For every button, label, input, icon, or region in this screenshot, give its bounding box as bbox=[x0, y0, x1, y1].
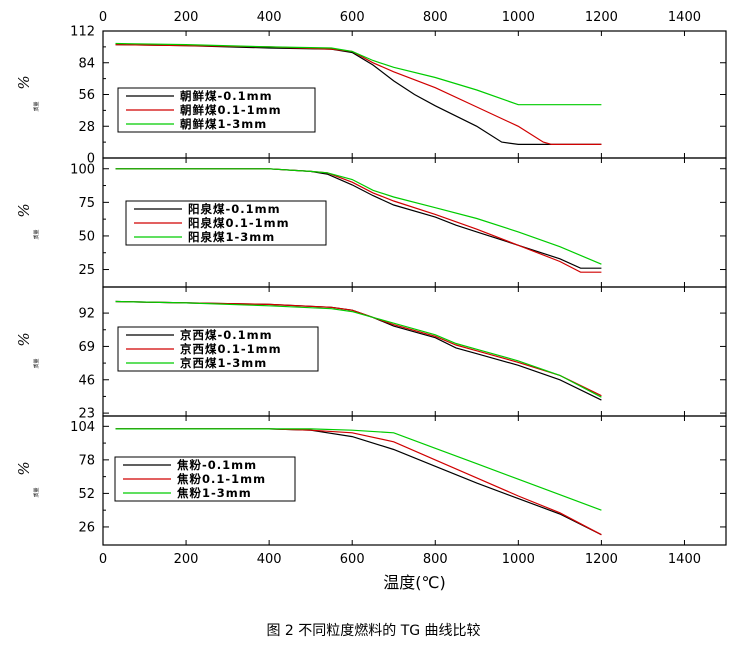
y-axis-sublabel: 质量 bbox=[33, 487, 40, 497]
legend-label: 阳泉煤-0.1mm bbox=[188, 202, 281, 216]
series-line-1-3 bbox=[115, 42, 602, 106]
x-tick-label-top: 600 bbox=[340, 10, 365, 25]
y-tick-label: 23 bbox=[78, 407, 95, 422]
x-tick-label-top: 200 bbox=[174, 10, 199, 25]
x-axis-label: 温度(℃) bbox=[383, 573, 445, 592]
series-line-3-3 bbox=[115, 300, 602, 398]
y-axis-label: % bbox=[15, 461, 33, 475]
y-axis-sublabel: 质量 bbox=[33, 229, 40, 239]
legend-label: 京西煤-0.1mm bbox=[180, 328, 273, 342]
y-axis-sublabel: 质量 bbox=[33, 101, 40, 111]
x-tick-label: 1000 bbox=[502, 552, 535, 567]
legend-label: 京西煤0.1-1mm bbox=[180, 342, 282, 356]
legend-label: 朝鲜煤-0.1mm bbox=[180, 89, 273, 103]
x-tick-label-top: 1000 bbox=[502, 10, 535, 25]
y-tick-label: 69 bbox=[78, 340, 95, 355]
y-tick-label: 28 bbox=[78, 120, 95, 135]
y-tick-label: 26 bbox=[78, 520, 95, 535]
y-tick-label: 100 bbox=[70, 162, 95, 177]
series-line-1-1 bbox=[115, 44, 602, 145]
y-tick-label: 0 bbox=[87, 152, 95, 167]
y-axis-sublabel: 质量 bbox=[33, 358, 40, 368]
panel-frame bbox=[102, 415, 727, 546]
x-tick-label: 400 bbox=[257, 552, 282, 567]
y-axis-label: % bbox=[15, 75, 33, 89]
y-tick-label: 46 bbox=[78, 373, 95, 388]
x-tick-label: 800 bbox=[423, 552, 448, 567]
figure-caption: 图 2 不同粒度燃料的 TG 曲线比较 bbox=[266, 623, 481, 639]
series-line-3-2 bbox=[115, 300, 602, 397]
x-tick-label: 1200 bbox=[585, 552, 618, 567]
y-tick-label: 75 bbox=[78, 196, 95, 211]
legend-label: 朝鲜煤1-3mm bbox=[180, 117, 267, 131]
legend-label: 阳泉煤1-3mm bbox=[188, 230, 275, 244]
x-tick-label: 1400 bbox=[668, 552, 701, 567]
x-tick-label-top: 0 bbox=[99, 10, 107, 25]
legend-label: 焦粉-0.1mm bbox=[176, 458, 257, 472]
series-line-4-3 bbox=[115, 428, 602, 511]
y-tick-label: 56 bbox=[78, 88, 95, 103]
x-tick-label-top: 1400 bbox=[668, 10, 701, 25]
x-tick-label: 600 bbox=[340, 552, 365, 567]
y-tick-label: 84 bbox=[78, 56, 95, 71]
y-tick-label: 25 bbox=[78, 263, 95, 278]
y-tick-label: 52 bbox=[78, 487, 95, 502]
y-axis-label: % bbox=[15, 203, 33, 217]
legend-label: 京西煤1-3mm bbox=[180, 356, 267, 370]
y-tick-label: 78 bbox=[78, 453, 95, 468]
y-axis-label: % bbox=[15, 332, 33, 346]
legend-label: 阳泉煤0.1-1mm bbox=[188, 216, 290, 230]
legend-label: 朝鲜煤0.1-1mm bbox=[180, 103, 282, 117]
x-tick-label-top: 800 bbox=[423, 10, 448, 25]
y-tick-label: 50 bbox=[78, 229, 95, 244]
x-tick-label-top: 1200 bbox=[585, 10, 618, 25]
y-tick-label: 112 bbox=[70, 25, 95, 40]
legend-label: 焦粉0.1-1mm bbox=[176, 472, 266, 486]
x-tick-label: 0 bbox=[99, 552, 107, 567]
x-tick-label-top: 400 bbox=[257, 10, 282, 25]
y-tick-label: 92 bbox=[78, 307, 95, 322]
series-line-2-3 bbox=[115, 168, 602, 265]
y-tick-label: 104 bbox=[70, 420, 95, 435]
x-tick-label: 200 bbox=[174, 552, 199, 567]
legend-label: 焦粉1-3mm bbox=[176, 486, 252, 500]
